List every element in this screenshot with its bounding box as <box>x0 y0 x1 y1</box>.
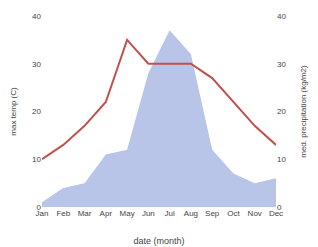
svg-text:Sep: Sep <box>205 209 220 218</box>
svg-text:Jun: Jun <box>142 209 155 218</box>
svg-text:40: 40 <box>32 12 41 21</box>
svg-text:10: 10 <box>277 155 286 164</box>
svg-text:May: May <box>120 209 135 218</box>
svg-text:30: 30 <box>32 60 41 69</box>
svg-text:date (month): date (month) <box>133 236 184 246</box>
svg-text:Apr: Apr <box>100 209 113 218</box>
svg-text:max temp (C): max temp (C) <box>9 87 18 136</box>
svg-text:40: 40 <box>277 12 286 21</box>
svg-text:10: 10 <box>32 155 41 164</box>
svg-text:Nov: Nov <box>248 209 262 218</box>
svg-text:Jul: Jul <box>165 209 175 218</box>
svg-text:Oct: Oct <box>227 209 240 218</box>
svg-text:Jan: Jan <box>36 209 49 218</box>
svg-text:Aug: Aug <box>184 209 198 218</box>
svg-text:0: 0 <box>277 203 282 212</box>
svg-text:0: 0 <box>37 203 42 212</box>
svg-text:30: 30 <box>277 60 286 69</box>
svg-text:Dec: Dec <box>269 209 283 218</box>
svg-text:med. precipitation (kg/m2): med. precipitation (kg/m2) <box>299 65 308 158</box>
svg-text:Mar: Mar <box>78 209 92 218</box>
svg-text:20: 20 <box>32 107 41 116</box>
svg-text:Feb: Feb <box>56 209 70 218</box>
svg-text:20: 20 <box>277 107 286 116</box>
